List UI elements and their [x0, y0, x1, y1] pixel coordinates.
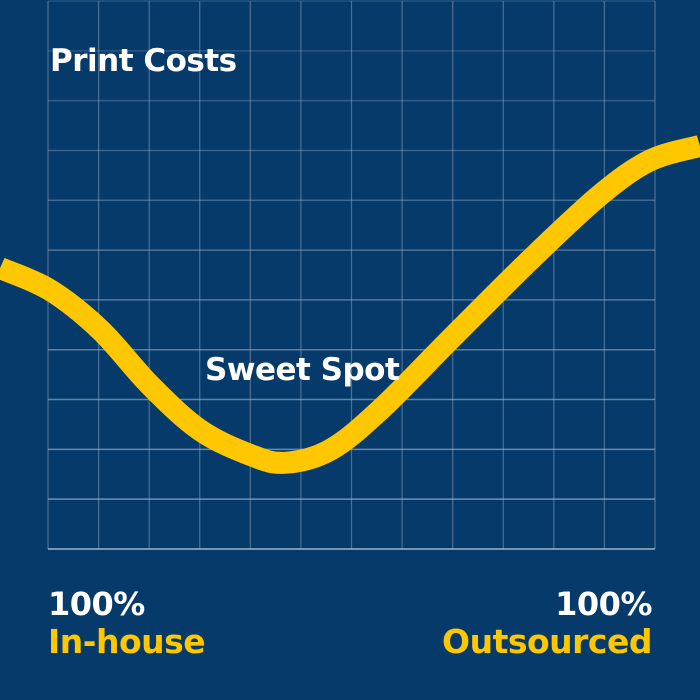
sweet-spot-annotation: Sweet Spot [205, 352, 400, 388]
cost-curve [0, 135, 700, 474]
right-axis-label: Outsourced [442, 622, 652, 661]
left-axis-label: In-house [48, 622, 206, 661]
chart-title: Print Costs [50, 43, 237, 79]
grid [47, 0, 656, 550]
left-value-label: 100% [48, 585, 145, 623]
right-value-label: 100% [555, 585, 652, 623]
